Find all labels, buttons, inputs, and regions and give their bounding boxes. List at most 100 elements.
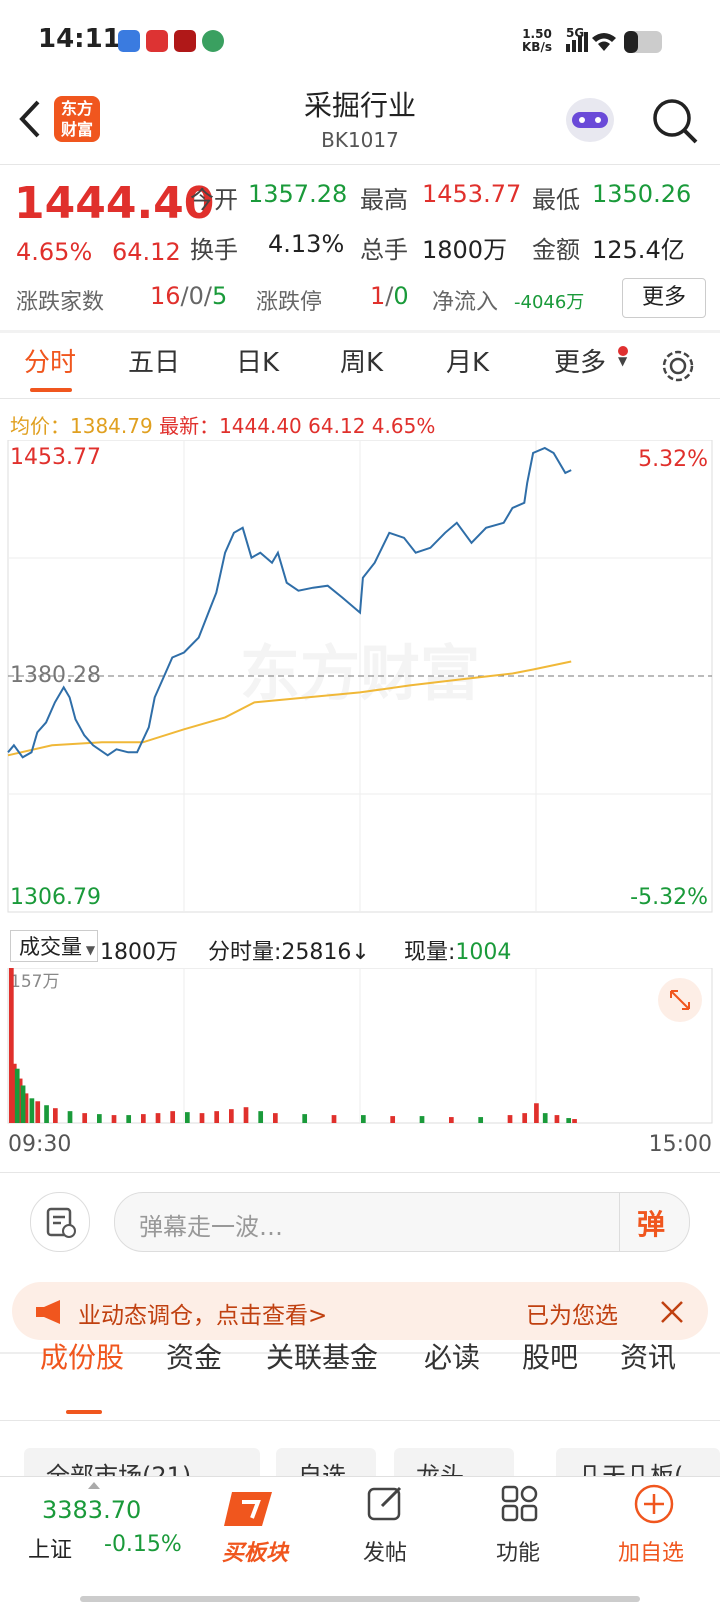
y-tick-label: 157万	[10, 972, 59, 992]
chart-tab[interactable]: 分时	[24, 348, 77, 378]
down-count: 5	[212, 282, 228, 310]
y-tick-label: 1453.77	[10, 445, 101, 470]
volume-bar	[170, 1111, 176, 1123]
net-speed-value: 1.50	[522, 27, 552, 41]
section-tab[interactable]: 资金	[166, 1341, 223, 1374]
send-button[interactable]: 弹	[637, 1208, 666, 1241]
app-icon	[202, 30, 224, 52]
app-icon	[174, 30, 196, 52]
close-button[interactable]	[658, 1298, 686, 1326]
current-volume: 现量:1004	[404, 934, 511, 966]
robot-icon[interactable]	[560, 94, 620, 146]
section-tab[interactable]: 资讯	[620, 1341, 677, 1374]
volume-bar	[44, 1105, 49, 1123]
current-value: 1004	[455, 940, 512, 965]
section-tab[interactable]: 必读	[424, 1341, 481, 1374]
volume-bar	[67, 1111, 73, 1123]
buy-icon	[224, 1492, 272, 1526]
chart-tab[interactable]: 五日	[128, 348, 181, 378]
volume-bar	[361, 1115, 366, 1123]
volume-bar	[273, 1113, 278, 1123]
banner-text: 业动态调仓，点击查看>	[78, 1303, 328, 1329]
divider	[0, 1352, 720, 1354]
chart-tab[interactable]: 日K	[236, 348, 280, 378]
tick-value: 25816↓	[281, 940, 370, 965]
section-tab[interactable]: 股吧	[522, 1341, 579, 1374]
field-label: 金额	[532, 236, 580, 264]
volume-bar	[155, 1113, 161, 1123]
settings-button[interactable]	[660, 348, 696, 384]
divider	[0, 164, 720, 165]
volume-chart: 157万 09:30 15:00	[7, 968, 713, 1157]
divider	[0, 1420, 720, 1421]
volume-bar	[522, 1113, 528, 1123]
divider	[0, 398, 720, 399]
volume-bar	[29, 1098, 35, 1123]
arrow	[88, 1482, 100, 1489]
change-pct: 4.65%	[16, 238, 93, 266]
volume-bar	[126, 1115, 132, 1123]
back-button[interactable]	[14, 98, 44, 140]
volume-bar	[243, 1107, 249, 1123]
limit-down: 0	[393, 282, 409, 310]
tab-indicator	[30, 388, 72, 392]
field-value: 1350.26	[592, 180, 692, 208]
up-count: 16	[150, 282, 181, 310]
field-value: 125.4亿	[592, 236, 685, 264]
net-speed-unit: KB/s	[522, 40, 552, 54]
megaphone-icon	[36, 1300, 60, 1324]
separator: /	[203, 282, 213, 310]
y-tick-label: 1306.79	[10, 885, 101, 910]
tab-indicator	[66, 1410, 102, 1414]
volume-bar	[331, 1115, 337, 1123]
nav-item[interactable]: 买板块	[221, 1541, 288, 1566]
section-tab[interactable]: 成份股	[40, 1341, 125, 1374]
chart-tab[interactable]: 更多	[554, 348, 607, 378]
volume-bar	[82, 1113, 88, 1123]
volume-bar	[390, 1116, 396, 1123]
volume-label: 成交量	[19, 935, 82, 959]
nav-item[interactable]: 功能	[495, 1541, 540, 1566]
chart-tab[interactable]: 月K	[446, 348, 490, 378]
volume-bar	[35, 1101, 41, 1123]
volume-bar	[566, 1118, 572, 1123]
banner-note: 已为您选	[526, 1303, 618, 1329]
nav-item[interactable]: 加自选	[617, 1541, 684, 1566]
home-indicator	[80, 1596, 640, 1602]
volume-total: 1800万	[100, 940, 178, 965]
more-button[interactable]: 更多	[622, 278, 706, 318]
index-value: 3383.70	[42, 1496, 142, 1524]
volume-bar	[478, 1117, 484, 1123]
volume-selector[interactable]: 成交量 ▼	[10, 930, 98, 962]
tick-volume: 分时量:25816↓	[208, 934, 370, 966]
search-button[interactable]	[650, 96, 700, 146]
danmaku-input[interactable]: 弹幕走一波… 弹	[114, 1192, 690, 1252]
section-tab[interactable]: 关联基金	[266, 1341, 379, 1374]
field-label: 最高	[360, 186, 408, 214]
field-label: 今开	[190, 186, 238, 214]
danmaku-toggle[interactable]	[30, 1192, 90, 1252]
volume-bar	[302, 1114, 308, 1123]
badge	[618, 346, 628, 356]
field-value: 1453.77	[422, 180, 522, 208]
separator: /	[180, 282, 189, 310]
nav-item[interactable]: 发帖	[362, 1541, 407, 1566]
divider	[0, 330, 720, 333]
change: 64.12	[112, 238, 181, 266]
volume-bar	[542, 1113, 548, 1123]
volume-bar	[214, 1111, 220, 1123]
volume-bar	[97, 1114, 102, 1123]
last-change: 64.12	[308, 414, 366, 438]
volume-bar	[258, 1111, 264, 1123]
volume-bar	[572, 1119, 577, 1123]
logo[interactable]: 东方财富	[54, 96, 100, 142]
volume-bar	[507, 1115, 513, 1123]
net-speed: 1.50 KB/s	[522, 28, 552, 54]
current-label: 现量:	[404, 940, 456, 965]
chart-tab[interactable]: 周K	[340, 348, 384, 378]
page-title: 采掘行业	[303, 89, 416, 122]
volume-bar	[449, 1117, 454, 1123]
banner[interactable]: 业动态调仓，点击查看> 已为您选	[12, 1282, 708, 1340]
